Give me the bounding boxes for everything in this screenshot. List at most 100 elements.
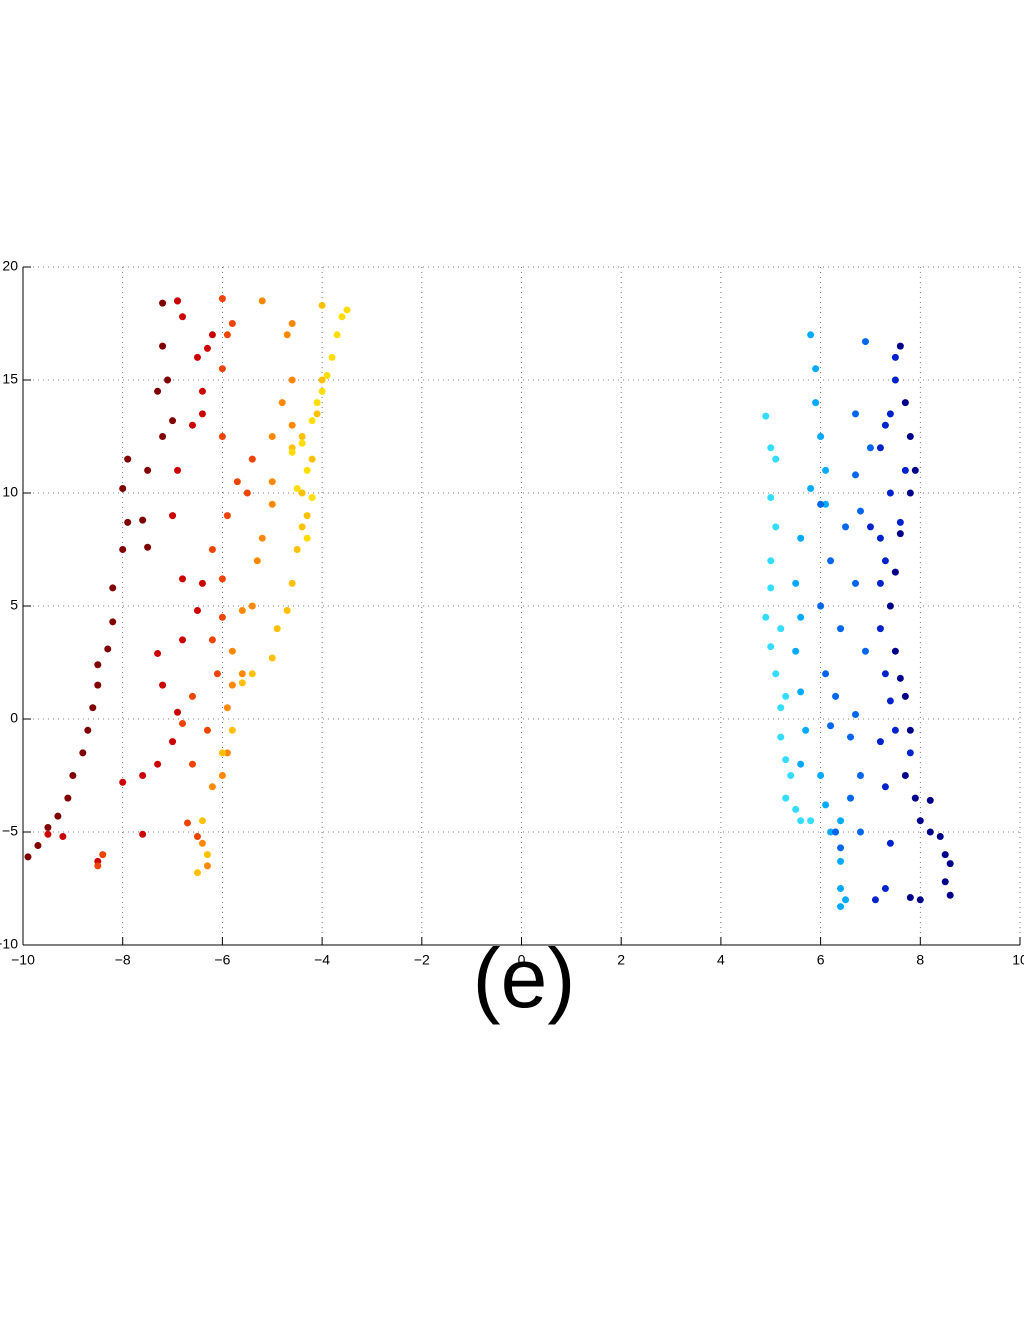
point [218, 433, 226, 440]
point [767, 584, 775, 592]
point [866, 444, 874, 452]
point [891, 353, 899, 361]
point [288, 320, 296, 327]
x-tick-label: 10 [1012, 952, 1024, 968]
point [817, 772, 825, 779]
point [283, 331, 291, 339]
point [248, 670, 256, 678]
y-tick-label: −10 [0, 936, 18, 952]
point [847, 733, 855, 741]
point [203, 862, 211, 870]
point [901, 692, 909, 700]
point [139, 772, 147, 779]
point [797, 534, 805, 542]
point [837, 885, 845, 892]
point [208, 636, 216, 644]
point [876, 738, 884, 746]
point [159, 433, 167, 440]
point [851, 410, 859, 418]
point [817, 500, 825, 508]
point [308, 494, 316, 502]
point [308, 455, 316, 463]
x-tick-label: −10 [11, 952, 35, 968]
point [896, 518, 904, 526]
point [188, 421, 196, 429]
point [228, 726, 236, 734]
point [198, 579, 206, 587]
point [886, 489, 894, 497]
point [891, 726, 899, 734]
point [94, 681, 102, 689]
point [856, 828, 864, 836]
point [807, 484, 815, 492]
point [258, 534, 266, 542]
point [203, 851, 211, 859]
point [797, 613, 805, 621]
point [119, 778, 127, 786]
point [174, 708, 182, 716]
point [797, 688, 805, 696]
point [777, 733, 785, 741]
point [34, 842, 42, 850]
point [333, 331, 341, 339]
point [767, 643, 775, 651]
point [343, 306, 351, 314]
y-tick-label: 5 [10, 597, 18, 613]
point [827, 828, 835, 836]
point [842, 523, 850, 531]
point [228, 681, 236, 689]
point [159, 342, 167, 350]
point [777, 704, 785, 712]
point [767, 444, 775, 452]
point [223, 331, 231, 339]
point [213, 670, 221, 678]
point [208, 331, 216, 339]
point [837, 857, 845, 865]
point [851, 579, 859, 587]
point [837, 903, 845, 911]
point [288, 579, 296, 587]
point [817, 433, 825, 440]
point [772, 523, 780, 531]
point [169, 512, 177, 520]
point [188, 760, 196, 768]
x-tick-label: −4 [314, 952, 330, 968]
point [278, 399, 286, 407]
x-tick-label: 6 [817, 952, 825, 968]
point [896, 674, 904, 682]
point [298, 433, 306, 440]
point [308, 417, 316, 425]
point [218, 295, 226, 303]
x-tick-label: −8 [115, 952, 131, 968]
point [901, 466, 909, 474]
point [881, 557, 889, 565]
point [827, 557, 835, 565]
point [313, 399, 321, 407]
point [169, 417, 177, 425]
point [772, 455, 780, 463]
point [876, 625, 884, 633]
point [782, 794, 790, 802]
point [328, 353, 336, 361]
point [124, 518, 132, 526]
point [896, 530, 904, 538]
point [288, 376, 296, 384]
point [842, 896, 850, 904]
point [179, 636, 187, 644]
point [44, 823, 52, 831]
point [298, 489, 306, 497]
point [223, 749, 231, 757]
point [154, 387, 162, 395]
point [303, 466, 311, 474]
point [797, 760, 805, 768]
point [288, 448, 296, 456]
point [767, 494, 775, 502]
y-tick-label: 15 [2, 371, 18, 387]
point [886, 839, 894, 847]
x-tick-label: 0 [518, 952, 526, 968]
point [154, 760, 162, 768]
point [288, 421, 296, 429]
point [822, 670, 830, 678]
point [871, 896, 879, 904]
